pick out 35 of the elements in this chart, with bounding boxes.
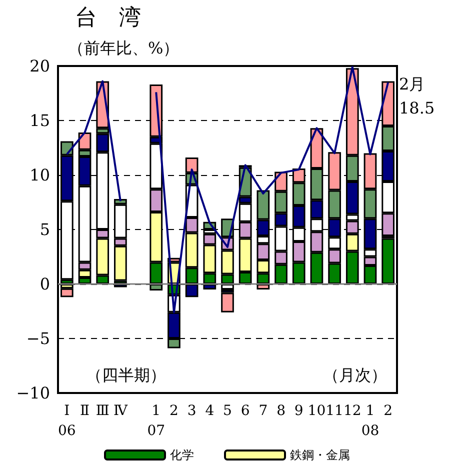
annotation: （四半期） [86,366,166,384]
x-tick-label: 4 [205,403,214,419]
x-tick-label: 11 [326,403,344,419]
x-tick-label: Ⅰ 06 [58,403,76,439]
x-tick-label: 9 [294,403,304,419]
legend-label: 鉄鋼・金属 [290,448,350,462]
x-tick-label: Ⅱ [80,403,90,419]
x-tick-label: Ⅲ [96,403,110,419]
y-tick-label: −5 [26,329,50,348]
chart-title: 台 湾 [75,6,141,30]
x-tick-label: 2 [170,403,178,419]
annotation: （月次） [323,366,387,384]
x-tick-label: 6 [240,403,250,419]
text: 2月 18.5 [399,74,435,118]
x-tick-label: 2 [384,403,393,419]
bar [60,288,74,298]
x-tick-label: 5 [223,403,232,419]
y-tick-label: 20 [30,56,50,76]
x-tick-label: Ⅳ [113,403,128,419]
legend-label: 化学 [170,448,194,462]
y-tick-label: 10 [30,166,50,184]
y-tick-label: −10 [16,384,50,402]
bar [221,292,234,312]
x-tick-label: 12 [343,403,362,419]
y-tick-label: 0 [40,274,50,294]
y-tick-label: 15 [30,111,50,130]
x-tick-label: 10 [308,403,326,419]
y-axis-title: （前年比、%） [68,38,180,58]
x-tick-label: 8 [276,403,286,419]
y-tick-label: 5 [40,220,50,239]
x-tick-label: 1 08 [361,403,380,439]
x-tick-label: 1 07 [147,403,166,439]
x-tick-label: 7 [258,403,268,419]
bar [382,238,394,284]
x-tick-label: 3 [187,403,196,419]
